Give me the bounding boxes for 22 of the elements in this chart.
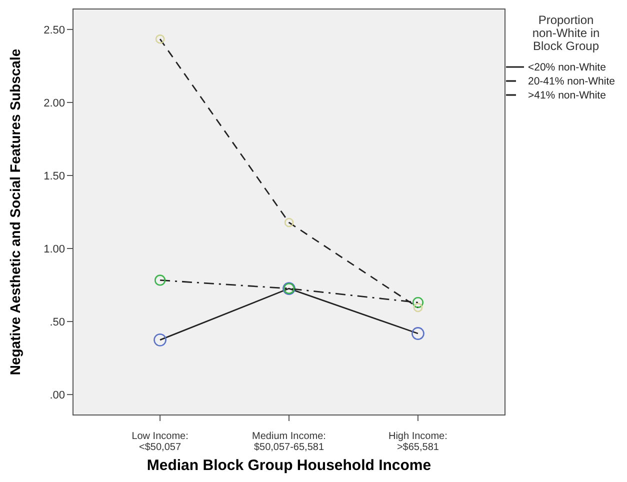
point [154,274,166,286]
x-tick-label: Medium Income: $50,057-65,581 [252,431,326,453]
x-tick-label: Low Income: <$50,057 [132,431,188,453]
y-axis-title: Negative Aesthetic and Social Features Subscale [7,48,23,376]
point [413,302,423,312]
point [155,34,165,44]
legend-label: >41% non-White [528,90,606,102]
point [284,218,294,228]
legend-title: Proportion non-White in Block Group [532,13,600,53]
point [412,296,424,308]
y-tick-label: 2.50 [44,24,65,36]
legend-label: 20-41% non-White [528,76,616,88]
x-tick-label: High Income: >$65,581 [388,431,448,453]
y-tick-label: 1.00 [44,243,65,256]
y-tick-label: 1.50 [44,170,65,182]
point [412,327,424,340]
x-axis-title: Median Block Group Household Income [146,457,432,474]
y-tick-label: 2.00 [44,97,65,110]
y-tick-label: .50 [50,316,65,328]
point [154,333,166,346]
legend-label: <20% non-White [528,62,606,74]
y-tick-label: .00 [50,389,65,402]
